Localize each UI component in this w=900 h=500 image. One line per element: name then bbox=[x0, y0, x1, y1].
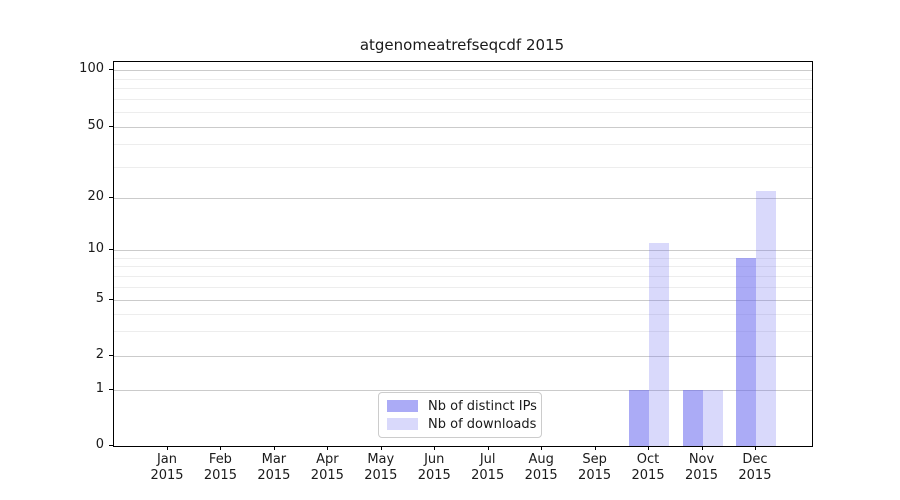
y-tick-mark bbox=[109, 389, 113, 390]
y-tick-mark bbox=[109, 197, 113, 198]
x-tick-label: Oct 2015 bbox=[631, 452, 665, 483]
y-tick-label: 1 bbox=[95, 381, 104, 396]
chart-title: atgenomeatrefseqcdf 2015 bbox=[359, 36, 565, 54]
x-tick-label: Apr 2015 bbox=[310, 452, 344, 483]
gridline-minor bbox=[114, 112, 812, 113]
x-tick-mark bbox=[754, 446, 756, 450]
x-tick-label: Nov 2015 bbox=[684, 452, 719, 483]
y-tick-label: 2 bbox=[95, 347, 104, 362]
bar-downloads bbox=[649, 242, 670, 446]
x-tick-mark bbox=[380, 446, 382, 450]
gridline-minor bbox=[114, 257, 812, 259]
x-tick-label: Sep 2015 bbox=[578, 452, 612, 483]
legend-swatch bbox=[387, 418, 418, 430]
x-tick-label: Mar 2015 bbox=[257, 452, 291, 483]
x-tick-label: May 2015 bbox=[364, 452, 398, 483]
y-tick-mark bbox=[109, 69, 113, 70]
x-tick-mark bbox=[434, 446, 436, 450]
x-tick-mark bbox=[648, 446, 650, 450]
x-tick-label: Jul 2015 bbox=[471, 452, 505, 483]
gridline-major bbox=[114, 300, 812, 301]
x-tick-label: Feb 2015 bbox=[203, 452, 237, 483]
legend-item: Nb of distinct IPs bbox=[379, 399, 541, 414]
legend: Nb of distinct IPs Nb of downloads bbox=[378, 392, 542, 438]
gridline-minor bbox=[114, 99, 812, 101]
gridline-minor bbox=[114, 266, 812, 268]
x-tick-label: Dec 2015 bbox=[738, 452, 772, 483]
gridline-minor bbox=[114, 144, 812, 146]
gridline-minor bbox=[114, 88, 812, 90]
x-tick-mark bbox=[541, 446, 543, 450]
x-tick-mark bbox=[701, 446, 703, 450]
x-tick-label: Jan 2015 bbox=[150, 452, 184, 483]
y-tick-mark bbox=[109, 126, 113, 127]
x-tick-mark bbox=[487, 446, 489, 450]
gridline-major bbox=[114, 70, 812, 71]
x-tick-mark bbox=[594, 446, 596, 450]
y-tick-mark bbox=[109, 445, 113, 446]
gridline-minor bbox=[114, 313, 812, 315]
bar-downloads bbox=[755, 190, 776, 446]
bar-distinct-ips bbox=[629, 390, 650, 446]
gridline-major bbox=[114, 127, 812, 128]
gridline-minor bbox=[114, 275, 812, 277]
y-tick-mark bbox=[109, 299, 113, 300]
gridline-major bbox=[114, 250, 812, 251]
gridline-minor bbox=[114, 78, 812, 80]
legend-label: Nb of distinct IPs bbox=[428, 398, 537, 414]
x-tick-label: Aug 2015 bbox=[524, 452, 558, 483]
gridline-minor bbox=[114, 166, 812, 168]
x-tick-mark bbox=[327, 446, 329, 450]
x-tick-label: Jun 2015 bbox=[417, 452, 451, 483]
x-tick-mark bbox=[167, 446, 168, 450]
y-tick-label: 50 bbox=[87, 118, 104, 133]
legend-label: Nb of downloads bbox=[428, 416, 537, 432]
gridline-minor bbox=[114, 286, 812, 288]
legend-swatch bbox=[387, 400, 418, 412]
gridline-major bbox=[114, 356, 812, 357]
bar-distinct-ips bbox=[682, 390, 703, 446]
y-tick-label: 0 bbox=[95, 437, 104, 452]
gridline-major bbox=[114, 198, 812, 199]
y-tick-label: 100 bbox=[79, 61, 104, 76]
plot-area bbox=[113, 61, 813, 447]
bar-distinct-ips bbox=[735, 257, 756, 446]
gridline-minor bbox=[114, 331, 812, 333]
x-tick-mark bbox=[273, 446, 275, 450]
bar-downloads bbox=[702, 390, 723, 446]
y-tick-mark bbox=[109, 249, 113, 250]
x-tick-mark bbox=[220, 446, 222, 450]
legend-item: Nb of downloads bbox=[379, 417, 541, 432]
y-tick-mark bbox=[109, 355, 113, 356]
y-tick-label: 10 bbox=[87, 241, 104, 256]
y-tick-label: 5 bbox=[95, 291, 104, 306]
y-tick-label: 20 bbox=[87, 189, 104, 204]
gridline-major bbox=[114, 390, 812, 391]
